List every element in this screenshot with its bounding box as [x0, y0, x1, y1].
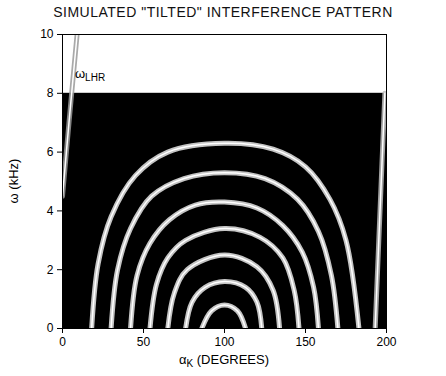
- svg-text:0: 0: [59, 335, 66, 349]
- svg-text:150: 150: [295, 335, 315, 349]
- svg-text:200: 200: [376, 335, 396, 349]
- html-text:SIMULATED "TILTED" INTERFERENC: SIMULATED "TILTED" INTERFERENCE PATTERN: [53, 4, 393, 20]
- svg-text:8: 8: [47, 86, 54, 100]
- svg-text:ωLHR: ωLHR: [75, 66, 105, 83]
- svg-text:10: 10: [40, 27, 54, 41]
- svg-text:αK (DEGREES): αK (DEGREES): [179, 352, 269, 369]
- svg-text:100: 100: [214, 335, 234, 349]
- svg-text:2: 2: [47, 263, 54, 277]
- svg-text:ω (kHz): ω (kHz): [6, 159, 21, 204]
- svg-text:6: 6: [47, 145, 54, 159]
- svg-text:4: 4: [47, 204, 54, 218]
- svg-text:50: 50: [137, 335, 151, 349]
- svg-text:0: 0: [47, 321, 54, 335]
